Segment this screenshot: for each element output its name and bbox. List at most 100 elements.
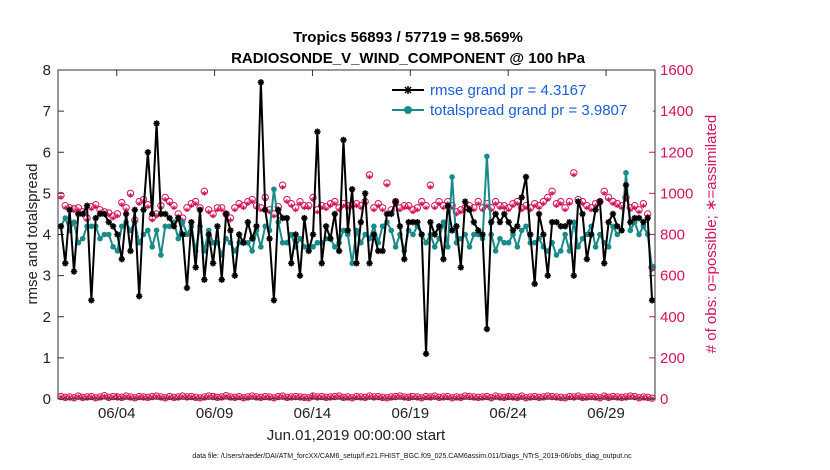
totalspread-point [610,223,616,230]
totalspread-point [62,215,69,221]
assimilated-obs-point [93,204,99,210]
assimilated-obs-point [249,199,255,204]
assimilated-obs-point [610,201,616,207]
totalspread-point [392,244,399,250]
rmse-point [327,235,334,242]
rmse-point [453,223,460,230]
rmse-point [70,268,78,275]
rmse-point [527,231,534,238]
y-tick-label-left: 0 [43,391,51,408]
rmse-line [59,81,654,355]
assimilated-obs-point [636,209,642,215]
assimilated-obs-baseline-point [102,393,107,399]
assimilated-obs-point [284,199,290,204]
assimilated-obs-baseline-point [601,394,607,399]
rmse-point [244,218,252,226]
assimilated-obs-point [419,201,425,207]
totalspread-point [97,235,103,242]
y-tick-label-left: 6 [43,144,51,161]
totalspread-point [388,227,395,234]
totalspread-point [271,186,277,193]
rmse-point [283,214,291,222]
assimilated-obs-point [236,203,242,209]
totalspread-point [149,244,156,250]
assimilated-obs-baseline-point [432,394,438,399]
assimilated-obs-point [315,209,320,215]
assimilated-obs-point [354,203,359,209]
assimilated-obs-point [584,205,590,211]
rmse-point [240,239,247,246]
assimilated-obs-point [380,207,385,213]
chart-subtitle: RADIOSONDE_V_WIND_COMPONENT @ 100 hPa [231,50,586,67]
rmse-point [431,231,438,238]
totalspread-point [557,248,564,254]
assimilated-obs-point [493,201,498,207]
rmse-point [101,210,108,218]
totalspread-point [331,244,338,250]
totalspread-point [349,260,355,267]
rmse-point [122,210,130,218]
rmse-point [157,210,165,218]
totalspread-point [345,231,351,238]
rmse-point [131,206,139,214]
assimilated-obs-point [302,205,307,211]
rmse-point [640,218,647,226]
assimilated-obs-point [384,182,390,188]
assimilated-obs-point [184,207,190,213]
assimilated-obs-baseline-point [206,394,212,399]
legend-box [388,78,653,122]
totalspread-point [553,252,560,258]
totalspread-point [523,223,529,230]
rmse-point [479,231,486,238]
rmse-point [314,128,321,135]
assimilated-obs-baseline-point [249,394,255,399]
rmse-point [248,235,256,242]
assimilated-obs-point [580,201,585,207]
assimilated-obs-point [171,205,177,211]
assimilated-obs-point [506,207,511,213]
rmse-point [622,181,630,189]
rmse-point [331,210,338,218]
assimilated-obs-point [401,205,407,211]
totalspread-point [471,231,477,238]
rmse-point [601,260,608,267]
assimilated-obs-point [280,184,285,190]
totalspread-point [627,227,634,234]
rmse-point [401,255,408,263]
x-tick-label: 06/24 [489,405,527,422]
rmse-point [418,231,425,238]
totalspread-point [153,227,160,234]
plot-frame [57,69,656,400]
rmse-point [544,272,551,279]
assimilated-obs-point [149,217,155,223]
totalspread-point [423,239,429,246]
totalspread-point [531,239,538,246]
rmse-point [235,231,243,238]
rmse-point [592,206,599,214]
totalspread-point [449,174,455,180]
rmse-point [118,255,125,263]
assimilated-obs-point [536,205,542,211]
rmse-point [561,223,569,230]
rmse-point [114,231,121,238]
assimilated-obs-baseline-point [575,394,581,399]
legend-label-rmse: rmse grand pr = 4.3167 [430,82,586,99]
totalspread-point [484,153,490,160]
totalspread-point [340,227,347,234]
rmse-point [292,231,299,238]
rmse-point [105,218,112,226]
y-tick-label-right: 1400 [660,103,693,120]
rmse-point [522,173,530,181]
rmse-point [422,350,430,357]
rmse-point [88,297,95,304]
rmse-point [648,297,656,304]
totalspread-point [110,244,116,250]
assimilated-obs-point [341,203,346,209]
rmse-point [501,210,508,218]
rmse-point [253,223,260,230]
assimilated-obs-point [293,207,298,213]
assimilated-obs-point [145,204,151,210]
totalspread-point [179,219,186,225]
rmse-point [357,218,365,226]
rmse-point [127,247,134,255]
